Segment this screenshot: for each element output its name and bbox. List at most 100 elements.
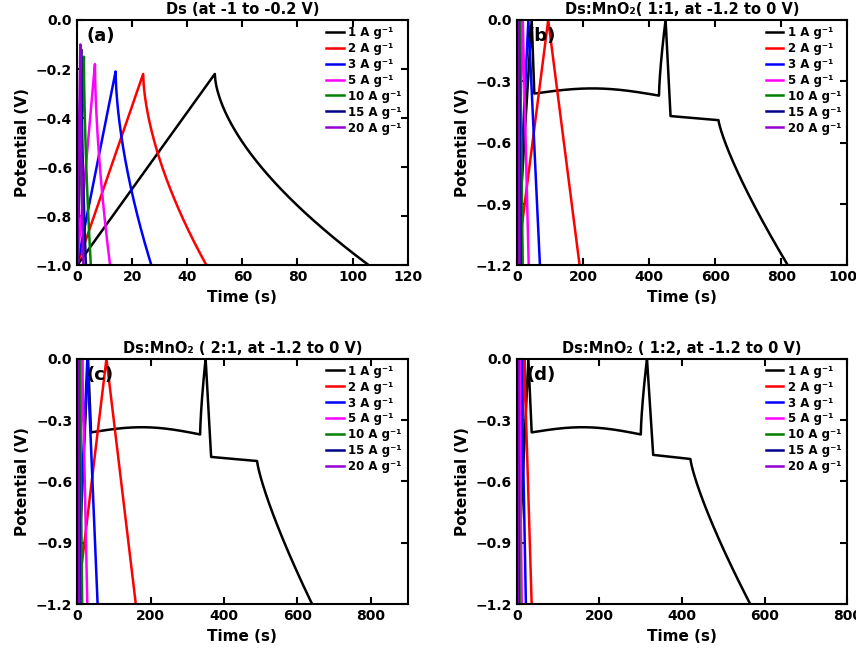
15 A g⁻¹ xyxy=(512,260,522,268)
15 A g⁻¹ xyxy=(74,600,85,608)
15 A g⁻¹ xyxy=(74,401,84,409)
3 A g⁻¹ xyxy=(520,525,530,533)
Line: 10 A g⁻¹: 10 A g⁻¹ xyxy=(517,20,523,266)
2 A g⁻¹ xyxy=(574,262,585,270)
20 A g⁻¹ xyxy=(72,600,82,608)
10 A g⁻¹ xyxy=(86,254,96,262)
2 A g⁻¹ xyxy=(175,209,186,217)
X-axis label: Time (s): Time (s) xyxy=(647,290,717,305)
5 A g⁻¹ xyxy=(514,402,525,410)
2 A g⁻¹ xyxy=(131,600,141,608)
1 A g⁻¹ xyxy=(264,171,274,179)
3 A g⁻¹ xyxy=(110,68,121,76)
1 A g⁻¹ xyxy=(665,102,675,110)
5 A g⁻¹ xyxy=(512,260,522,268)
2 A g⁻¹ xyxy=(94,197,104,205)
20 A g⁻¹ xyxy=(73,347,83,355)
2 A g⁻¹ xyxy=(72,599,82,607)
5 A g⁻¹ xyxy=(522,217,532,225)
5 A g⁻¹ xyxy=(105,262,116,270)
2 A g⁻¹ xyxy=(201,262,211,270)
Line: 1 A g⁻¹: 1 A g⁻¹ xyxy=(77,359,312,604)
20 A g⁻¹ xyxy=(513,404,523,412)
Line: 3 A g⁻¹: 3 A g⁻¹ xyxy=(77,72,152,266)
5 A g⁻¹ xyxy=(98,207,109,214)
3 A g⁻¹ xyxy=(517,402,527,410)
3 A g⁻¹ xyxy=(512,600,522,608)
2 A g⁻¹ xyxy=(526,556,536,564)
Line: 1 A g⁻¹: 1 A g⁻¹ xyxy=(517,20,788,266)
1 A g⁻¹ xyxy=(701,506,711,514)
10 A g⁻¹ xyxy=(72,600,82,608)
3 A g⁻¹ xyxy=(72,600,82,608)
15 A g⁻¹ xyxy=(514,62,524,70)
15 A g⁻¹ xyxy=(514,556,524,564)
10 A g⁻¹ xyxy=(75,401,86,409)
5 A g⁻¹ xyxy=(517,600,527,608)
3 A g⁻¹ xyxy=(520,600,531,608)
15 A g⁻¹ xyxy=(74,402,84,410)
20 A g⁻¹ xyxy=(74,554,84,562)
15 A g⁻¹ xyxy=(80,254,91,262)
Line: 2 A g⁻¹: 2 A g⁻¹ xyxy=(517,359,532,604)
15 A g⁻¹ xyxy=(515,262,526,270)
1 A g⁻¹ xyxy=(113,424,123,432)
1 A g⁻¹ xyxy=(554,424,564,432)
1 A g⁻¹ xyxy=(361,259,372,267)
2 A g⁻¹ xyxy=(108,411,118,419)
5 A g⁻¹ xyxy=(521,186,532,194)
15 A g⁻¹ xyxy=(515,217,526,225)
10 A g⁻¹ xyxy=(512,600,522,608)
2 A g⁻¹ xyxy=(568,217,579,225)
20 A g⁻¹ xyxy=(512,598,522,606)
2 A g⁻¹ xyxy=(198,254,208,262)
10 A g⁻¹ xyxy=(512,260,522,268)
2 A g⁻¹ xyxy=(107,401,117,409)
3 A g⁻¹ xyxy=(526,64,536,72)
10 A g⁻¹ xyxy=(72,599,82,607)
15 A g⁻¹ xyxy=(513,401,523,409)
2 A g⁻¹ xyxy=(524,525,534,533)
X-axis label: Time (s): Time (s) xyxy=(647,629,717,643)
1 A g⁻¹ xyxy=(526,16,537,24)
15 A g⁻¹ xyxy=(514,525,524,533)
3 A g⁻¹ xyxy=(517,411,527,419)
5 A g⁻¹ xyxy=(78,411,88,419)
2 A g⁻¹ xyxy=(101,355,111,363)
1 A g⁻¹ xyxy=(307,600,318,608)
3 A g⁻¹ xyxy=(526,62,536,70)
Y-axis label: Potential (V): Potential (V) xyxy=(455,427,470,536)
2 A g⁻¹ xyxy=(72,600,82,608)
10 A g⁻¹ xyxy=(86,259,96,267)
10 A g⁻¹ xyxy=(515,62,526,70)
Line: 20 A g⁻¹: 20 A g⁻¹ xyxy=(517,12,520,266)
20 A g⁻¹ xyxy=(513,396,523,404)
5 A g⁻¹ xyxy=(80,525,91,533)
2 A g⁻¹ xyxy=(512,600,522,608)
3 A g⁻¹ xyxy=(520,556,530,564)
20 A g⁻¹ xyxy=(513,522,523,530)
2 A g⁻¹ xyxy=(565,186,575,194)
1 A g⁻¹ xyxy=(561,86,571,94)
15 A g⁻¹ xyxy=(78,160,88,168)
1 A g⁻¹ xyxy=(72,262,82,270)
10 A g⁻¹ xyxy=(514,600,525,608)
2 A g⁻¹ xyxy=(125,556,135,564)
15 A g⁻¹ xyxy=(512,599,522,607)
15 A g⁻¹ xyxy=(513,355,523,363)
10 A g⁻¹ xyxy=(517,186,527,194)
Line: 3 A g⁻¹: 3 A g⁻¹ xyxy=(77,359,98,604)
Legend: 1 A g⁻¹, 2 A g⁻¹, 3 A g⁻¹, 5 A g⁻¹, 10 A g⁻¹, 15 A g⁻¹, 20 A g⁻¹: 1 A g⁻¹, 2 A g⁻¹, 3 A g⁻¹, 5 A g⁻¹, 10 A… xyxy=(323,361,406,477)
20 A g⁻¹ xyxy=(76,158,86,166)
3 A g⁻¹ xyxy=(512,599,522,607)
1 A g⁻¹ xyxy=(743,596,753,604)
Line: 10 A g⁻¹: 10 A g⁻¹ xyxy=(77,56,91,266)
5 A g⁻¹ xyxy=(512,599,522,607)
5 A g⁻¹ xyxy=(72,599,82,607)
20 A g⁻¹ xyxy=(514,183,524,191)
10 A g⁻¹ xyxy=(86,262,96,270)
10 A g⁻¹ xyxy=(514,556,525,564)
Line: 15 A g⁻¹: 15 A g⁻¹ xyxy=(77,359,80,604)
10 A g⁻¹ xyxy=(514,16,525,24)
Line: 15 A g⁻¹: 15 A g⁻¹ xyxy=(77,49,86,266)
